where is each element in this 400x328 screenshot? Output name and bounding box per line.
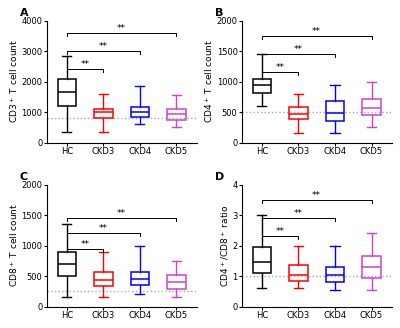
Y-axis label: CD3$^+$ T cell count: CD3$^+$ T cell count (8, 40, 20, 123)
Text: **: ** (80, 240, 90, 249)
Y-axis label: CD8$^+$ T cell count: CD8$^+$ T cell count (8, 204, 20, 287)
Y-axis label: CD4$^+$/CD8$^+$ ratio: CD4$^+$/CD8$^+$ ratio (219, 204, 231, 287)
Text: **: ** (276, 63, 285, 72)
Text: **: ** (117, 24, 126, 33)
Text: **: ** (99, 224, 108, 234)
Text: C: C (20, 172, 28, 182)
Y-axis label: CD4$^+$ T cell count: CD4$^+$ T cell count (204, 40, 215, 123)
Text: **: ** (294, 45, 303, 54)
Text: **: ** (99, 42, 108, 51)
Text: **: ** (312, 191, 321, 200)
Text: D: D (215, 172, 224, 182)
Text: **: ** (312, 27, 321, 36)
Text: **: ** (276, 227, 285, 236)
Text: **: ** (80, 60, 90, 70)
Text: **: ** (294, 209, 303, 218)
Text: B: B (215, 8, 223, 18)
Text: A: A (20, 8, 28, 18)
Text: **: ** (117, 209, 126, 218)
